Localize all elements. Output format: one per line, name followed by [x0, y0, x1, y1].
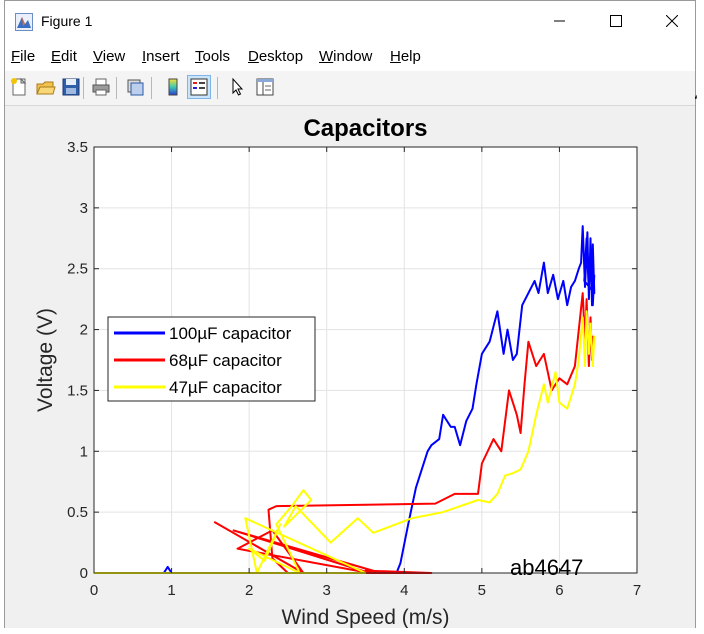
new-figure-icon [11, 77, 27, 96]
y-tick-label: 0 [80, 565, 88, 582]
menu-desktop[interactable]: Desktop [248, 48, 304, 65]
legend-label-0: 100µF capacitor [169, 324, 292, 343]
matlab-figure-icon [15, 13, 33, 31]
figure-window: Figure 1 File Edit View Insert Tools Desktop W… [4, 0, 698, 628]
legend-button[interactable] [187, 75, 211, 99]
save-button[interactable] [59, 75, 83, 99]
link-plot-icon [127, 79, 144, 96]
series-line-2 [94, 310, 596, 574]
chart-title: Capacitors [303, 115, 427, 142]
print-button[interactable] [89, 75, 113, 99]
menu-help[interactable]: Help [390, 48, 421, 65]
colorbar-icon [168, 78, 178, 96]
close-icon [666, 15, 678, 27]
open-file-button[interactable] [33, 75, 57, 99]
x-tick-label: 2 [245, 582, 253, 599]
y-tick-label: 0.5 [67, 504, 88, 521]
y-tick-label: 1.5 [67, 382, 88, 399]
minimize-icon [554, 20, 565, 22]
link-plot-button[interactable] [123, 75, 147, 99]
pointer-icon [232, 77, 244, 96]
x-tick-label: 0 [90, 582, 98, 599]
toolbar-separator [83, 77, 84, 99]
y-tick-label: 2.5 [67, 261, 88, 278]
window-title: Figure 1 [41, 13, 93, 29]
y-axis-label: Voltage (V) [34, 308, 57, 412]
x-tick-label: 7 [633, 582, 641, 599]
y-tick-label: 3.5 [67, 139, 88, 156]
property-editor-icon [256, 78, 274, 96]
toolbar-separator [151, 77, 152, 99]
menu-view[interactable]: View [93, 48, 126, 65]
pointer-button[interactable] [225, 75, 249, 99]
maximize-button[interactable] [593, 1, 639, 41]
x-tick-label: 6 [555, 582, 563, 599]
close-button[interactable] [649, 1, 695, 41]
open-file-icon [36, 81, 56, 95]
property-editor-button[interactable] [253, 75, 277, 99]
legend-icon [190, 78, 208, 96]
figure-toolbar [5, 71, 695, 106]
menu-insert[interactable]: Insert [142, 48, 180, 65]
x-tick-label: 1 [167, 582, 175, 599]
menu-edit[interactable]: Edit [51, 48, 77, 65]
legend-label-2: 47µF capacitor [169, 378, 282, 397]
y-tick-label: 3 [80, 200, 88, 217]
x-tick-label: 5 [478, 582, 486, 599]
watermark-text: ab4647 [510, 555, 584, 580]
x-tick-label: 3 [323, 582, 331, 599]
colorbar-button[interactable] [161, 75, 185, 99]
new-figure-button[interactable] [7, 75, 31, 99]
maximize-icon [610, 15, 622, 27]
minimize-button[interactable] [537, 1, 583, 41]
menu-file[interactable]: File [11, 48, 36, 65]
series-line-0 [94, 225, 596, 574]
toolbar-separator [217, 77, 218, 99]
axes-box [93, 146, 638, 574]
menu-bar: File Edit View Insert Tools Desktop Window Help… [5, 41, 698, 102]
save-icon [62, 78, 80, 96]
print-icon [92, 78, 110, 96]
chart-svg: 0 1 2 3 4 5 6 7 0 0.5 1 1.5 2 2.5 3 3.5 Capacitors Wind S… [34, 115, 641, 628]
x-axis-label: Wind Speed (m/s) [281, 606, 449, 628]
title-bar[interactable]: Figure 1 [5, 1, 695, 41]
y-tick-label: 2 [80, 322, 88, 339]
figure-canvas: 0 1 2 3 4 5 6 7 0 0.5 1 1.5 2 2.5 3 3.5 Capacitors Wind S… [5, 106, 695, 628]
menu-tools[interactable]: Tools [195, 48, 231, 65]
menu-window[interactable]: Window [319, 48, 373, 65]
legend-label-1: 68µF capacitor [169, 351, 282, 370]
x-tick-label: 4 [400, 582, 408, 599]
toolbar-separator [116, 77, 117, 99]
y-tick-label: 1 [80, 443, 88, 460]
